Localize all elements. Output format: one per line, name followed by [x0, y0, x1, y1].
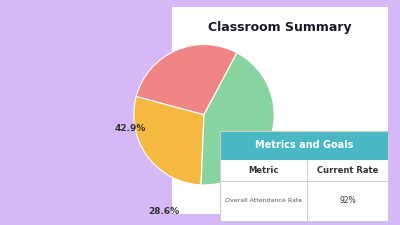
Wedge shape [134, 97, 204, 185]
FancyBboxPatch shape [220, 130, 388, 160]
Text: 28.6%: 28.6% [148, 207, 179, 216]
Wedge shape [201, 53, 274, 185]
Text: 42.9%: 42.9% [115, 124, 146, 133]
Text: Classroom Summary: Classroom Summary [208, 21, 352, 34]
Text: Metric: Metric [248, 166, 279, 175]
Text: Current Rate: Current Rate [317, 166, 378, 175]
Wedge shape [136, 45, 237, 115]
Text: 92%: 92% [339, 196, 356, 205]
Text: Metrics and Goals: Metrics and Goals [255, 140, 353, 150]
Text: Overall Attendance Rate: Overall Attendance Rate [225, 198, 302, 203]
